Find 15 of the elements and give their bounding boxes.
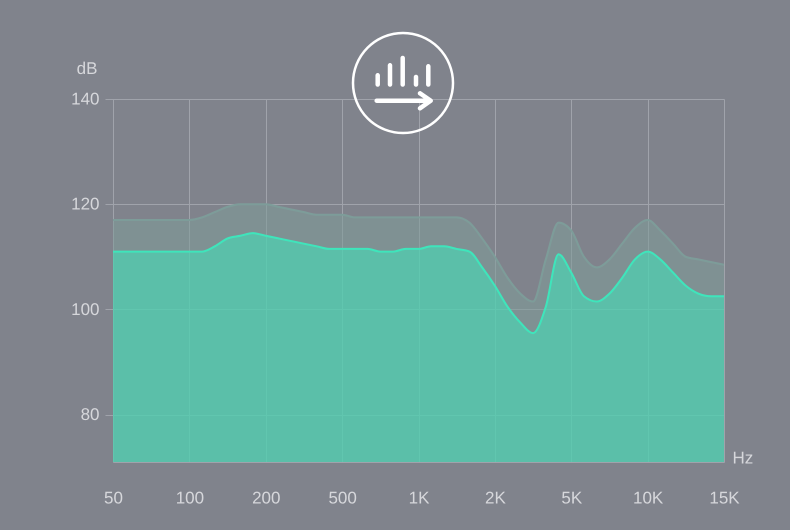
x-tick-label: 10K xyxy=(633,488,664,508)
y-tick-label: 120 xyxy=(71,194,100,214)
y-tick-label: 140 xyxy=(71,90,100,108)
y-tick-label: 80 xyxy=(80,405,100,424)
x-tick-label: 15K xyxy=(709,488,740,508)
x-tick-label: 50 xyxy=(104,488,123,508)
x-tick-label: 1K xyxy=(408,488,430,508)
y-axis-title: dB xyxy=(76,58,98,78)
x-tick-label: 100 xyxy=(176,488,204,508)
x-axis-title: Hz xyxy=(732,448,754,468)
x-tick-label: 500 xyxy=(328,488,357,508)
y-tick-label: 100 xyxy=(71,300,100,319)
x-tick-label: 5K xyxy=(561,488,583,508)
x-tick-label: 2K xyxy=(484,488,506,508)
x-tick-label: 200 xyxy=(252,488,280,508)
